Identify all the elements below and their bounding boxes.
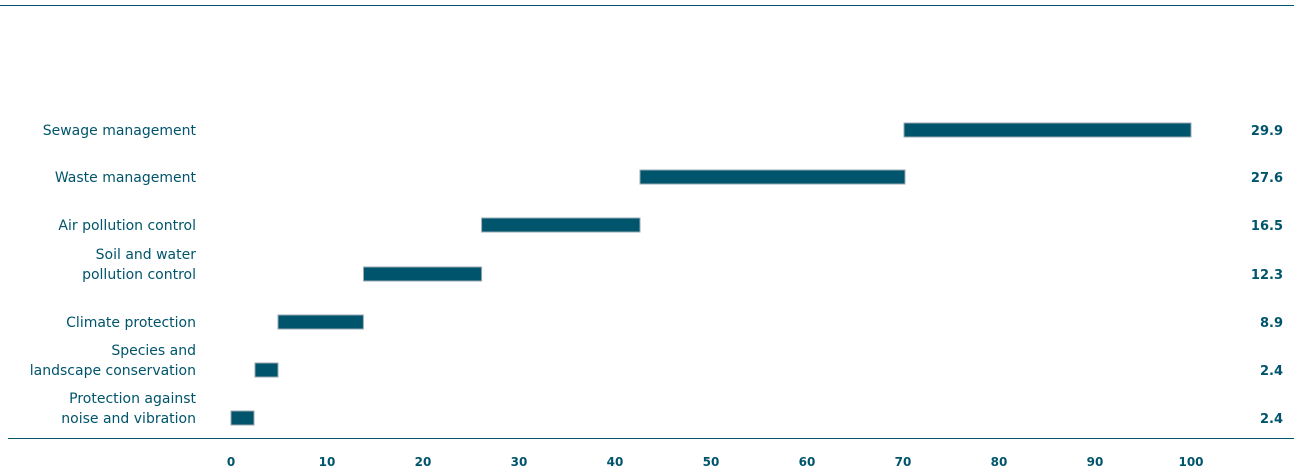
value-label: 8.9 <box>1260 316 1283 331</box>
bar <box>639 169 906 185</box>
x-tick-label: 50 <box>703 455 720 469</box>
value-label: 16.5 <box>1251 219 1283 234</box>
category-label: Climate protection <box>66 315 196 331</box>
x-tick-label: 60 <box>799 455 816 469</box>
value-label: 29.9 <box>1251 124 1283 139</box>
x-tick-label: 90 <box>1087 455 1104 469</box>
category-label: landscape conservation <box>30 363 196 379</box>
bar <box>481 217 641 233</box>
value-label: 2.4 <box>1260 364 1283 379</box>
category-label: Protection against <box>69 391 196 407</box>
value-label: 2.4 <box>1260 412 1283 427</box>
value-label: 27.6 <box>1251 171 1283 186</box>
x-tick-label: 0 <box>227 455 235 469</box>
x-tick-label: 30 <box>511 455 528 469</box>
category-label: Sewage management <box>43 123 197 139</box>
bar <box>254 362 279 378</box>
x-tick-label: 40 <box>607 455 624 469</box>
bars-group <box>230 122 1192 426</box>
value-label: 12.3 <box>1251 268 1283 283</box>
category-label: Soil and water <box>96 247 197 263</box>
x-tick-label: 10 <box>319 455 336 469</box>
bar <box>230 410 255 426</box>
x-axis-ticks: 0 10 20 30 40 50 60 70 80 90 100 <box>227 455 1204 469</box>
x-tick-label: 100 <box>1178 455 1203 469</box>
bar <box>903 122 1192 138</box>
category-label: pollution control <box>82 267 196 283</box>
x-tick-label: 80 <box>991 455 1008 469</box>
category-label: noise and vibration <box>61 411 196 427</box>
category-labels: Sewage management Waste management Air pol… <box>30 123 197 427</box>
bar <box>277 314 364 330</box>
category-label: Species and <box>111 343 196 359</box>
category-label: Waste management <box>55 170 197 186</box>
category-label: Air pollution control <box>58 218 196 234</box>
bar <box>363 266 483 282</box>
value-labels: 29.9 27.6 16.5 12.3 8.9 2.4 2.4 <box>1251 124 1283 427</box>
x-tick-label: 70 <box>895 455 912 469</box>
x-tick-label: 20 <box>415 455 432 469</box>
